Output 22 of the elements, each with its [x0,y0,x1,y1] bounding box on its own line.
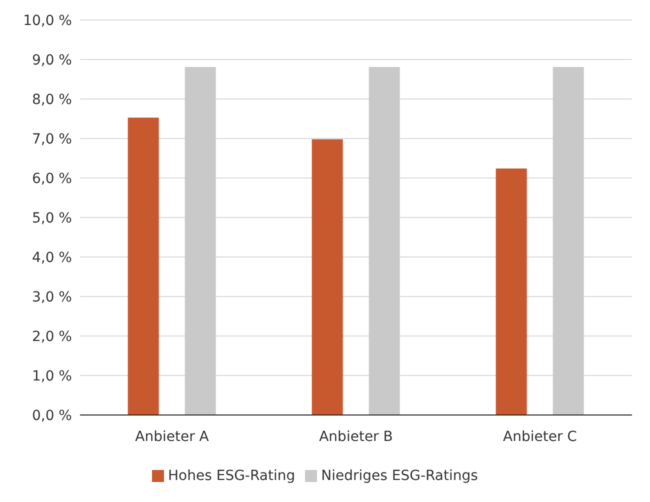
legend-label: Niedriges ESG-Ratings [321,468,478,484]
y-tick-label: 8,0 % [32,92,72,108]
bar [184,67,216,415]
bar [552,67,584,415]
x-tick-label: Anbieter C [503,428,578,445]
y-tick-label: 5,0 % [32,210,72,226]
y-tick-label: 4,0 % [32,250,72,266]
bar [496,168,527,415]
y-tick-label: 6,0 % [32,170,72,187]
y-tick-label: 2,0 % [32,328,72,345]
y-tick-label: 0,0 % [32,408,72,424]
bar [128,118,159,415]
y-tick-label: 9,0 % [32,52,72,68]
legend-label: Hohes ESG-Rating [168,468,296,484]
bar [368,67,400,415]
y-tick-label: 3,0 % [32,289,72,306]
y-tick-label: 7,0 % [32,131,72,148]
bar [312,139,343,415]
y-tick-label: 10,0 % [23,12,72,29]
y-tick-label: 1,0 % [32,368,72,384]
x-tick-label: Anbieter A [135,428,210,445]
x-tick-label: Anbieter B [319,428,393,445]
